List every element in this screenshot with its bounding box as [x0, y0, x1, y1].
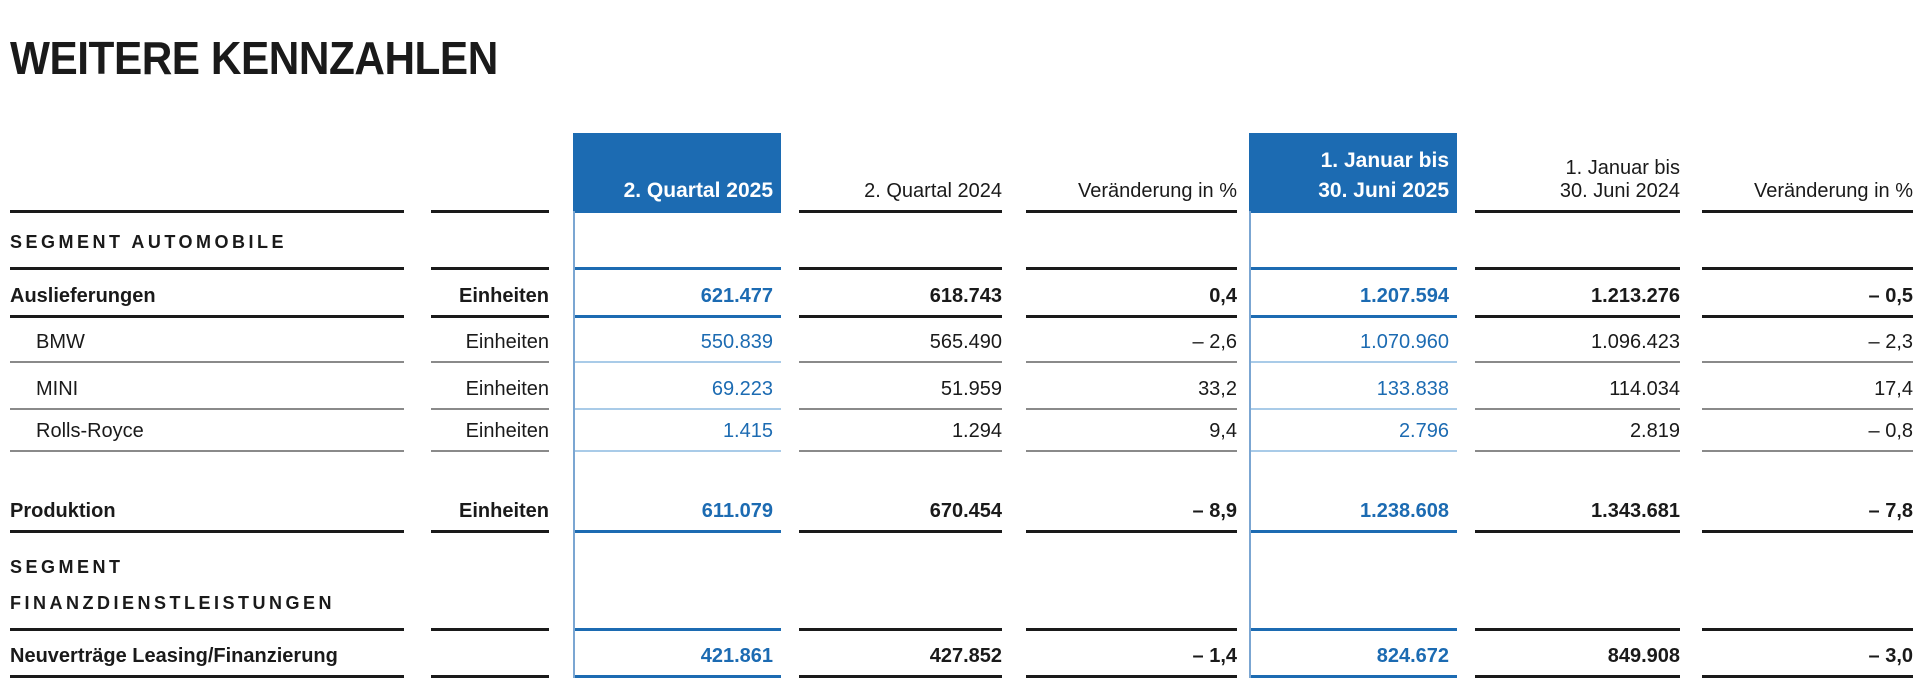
- table-row-produktion: Produktion Einheiten 611.079 670.454 – 8…: [10, 487, 1913, 533]
- kennzahlen-table: 2. Quartal 2025 2. Quartal 2024 Veränder…: [10, 133, 1913, 678]
- section-title-finanzdienstleistungen: SEGMENT FINANZDIENSTLEISTUNGEN: [10, 533, 404, 631]
- cell-q2-2025: 1.415: [573, 410, 781, 452]
- cell-q2-2025: 611.079: [573, 487, 781, 533]
- cell-h1-2024: 1.096.423: [1475, 318, 1680, 363]
- section-cell: [573, 213, 781, 270]
- cell-change-half: – 7,8: [1702, 487, 1913, 533]
- blue-column-edge-q2-2025: [573, 211, 575, 678]
- cell-q2-2024: 565.490: [799, 318, 1002, 363]
- section-title-automobile: SEGMENT AUTOMOBILE: [10, 213, 404, 270]
- header-change-quarter: Veränderung in %: [1026, 133, 1237, 213]
- cell-change-half: – 3,0: [1702, 631, 1913, 678]
- cell-change-quarter: – 8,9: [1026, 487, 1237, 533]
- section-row-finanzdienstleistungen: SEGMENT FINANZDIENSTLEISTUNGEN: [10, 533, 1913, 631]
- header-h1-2024-line1: 1. Januar bis: [1565, 157, 1680, 179]
- cell-change-half: – 0,8: [1702, 410, 1913, 452]
- table-row-mini: MINI Einheiten 69.223 51.959 33,2 133.83…: [10, 363, 1913, 410]
- cell-q2-2024: 670.454: [799, 487, 1002, 533]
- header-h1-2024: 1. Januar bis 30. Juni 2024: [1475, 133, 1680, 213]
- cell-change-half: 17,4: [1702, 363, 1913, 410]
- section-cell: [1475, 213, 1680, 270]
- cell-q2-2025: 69.223: [573, 363, 781, 410]
- table-row-neuvertraege: Neuverträge Leasing/Finanzierung 421.861…: [10, 631, 1913, 678]
- cell-h1-2025: 133.838: [1249, 363, 1457, 410]
- cell-q2-2024: 618.743: [799, 270, 1002, 318]
- cell-q2-2024: 427.852: [799, 631, 1002, 678]
- row-unit: Einheiten: [431, 487, 549, 533]
- section-cell: [1249, 213, 1457, 270]
- section-cell: [1702, 533, 1913, 631]
- cell-q2-2025: 421.861: [573, 631, 781, 678]
- section-cell: [1026, 533, 1237, 631]
- row-label: Produktion: [10, 487, 404, 533]
- row-label: Auslieferungen: [10, 270, 404, 318]
- section-cell: [799, 213, 1002, 270]
- table-row-auslieferungen: Auslieferungen Einheiten 621.477 618.743…: [10, 270, 1913, 318]
- blue-column-edge-h1-2025: [1249, 211, 1251, 678]
- section-row-automobile: SEGMENT AUTOMOBILE: [10, 213, 1913, 270]
- table-header-row: 2. Quartal 2025 2. Quartal 2024 Veränder…: [10, 133, 1913, 213]
- section-cell: [431, 213, 549, 270]
- spacer-row: [10, 452, 1913, 487]
- cell-h1-2024: 1.343.681: [1475, 487, 1680, 533]
- section-cell: [431, 533, 549, 631]
- header-q2-2024: 2. Quartal 2024: [799, 133, 1002, 213]
- header-q2-2025: 2. Quartal 2025: [573, 133, 781, 213]
- cell-change-half: – 0,5: [1702, 270, 1913, 318]
- row-unit: Einheiten: [431, 270, 549, 318]
- header-unit-spacer: [431, 133, 549, 213]
- row-unit: [431, 631, 549, 678]
- cell-q2-2025: 550.839: [573, 318, 781, 363]
- section-cell: [799, 533, 1002, 631]
- cell-h1-2024: 849.908: [1475, 631, 1680, 678]
- cell-h1-2025: 2.796: [1249, 410, 1457, 452]
- cell-change-quarter: 9,4: [1026, 410, 1237, 452]
- row-label: MINI: [10, 363, 404, 410]
- row-label: Neuverträge Leasing/Finanzierung: [10, 631, 404, 678]
- cell-change-quarter: – 2,6: [1026, 318, 1237, 363]
- header-change-half: Veränderung in %: [1702, 133, 1913, 213]
- cell-change-half: – 2,3: [1702, 318, 1913, 363]
- cell-change-quarter: – 1,4: [1026, 631, 1237, 678]
- page-title: WEITERE KENNZAHLEN: [10, 31, 498, 84]
- section-cell: [1475, 533, 1680, 631]
- section-cell: [1026, 213, 1237, 270]
- header-q2-2025-label: 2. Quartal 2025: [623, 178, 773, 202]
- cell-h1-2024: 2.819: [1475, 410, 1680, 452]
- header-h1-2025-line2: 30. Juni 2025: [1318, 178, 1449, 202]
- cell-h1-2025: 824.672: [1249, 631, 1457, 678]
- row-unit: Einheiten: [431, 410, 549, 452]
- section-cell: [1702, 213, 1913, 270]
- section-cell: [573, 533, 781, 631]
- cell-h1-2025: 1.207.594: [1249, 270, 1457, 318]
- cell-q2-2024: 1.294: [799, 410, 1002, 452]
- table-row-bmw: BMW Einheiten 550.839 565.490 – 2,6 1.07…: [10, 318, 1913, 363]
- cell-change-quarter: 33,2: [1026, 363, 1237, 410]
- row-label: BMW: [10, 318, 404, 363]
- cell-q2-2024: 51.959: [799, 363, 1002, 410]
- header-h1-2025: 1. Januar bis 30. Juni 2025: [1249, 133, 1457, 213]
- cell-change-quarter: 0,4: [1026, 270, 1237, 318]
- cell-h1-2025: 1.238.608: [1249, 487, 1457, 533]
- cell-h1-2024: 1.213.276: [1475, 270, 1680, 318]
- section-title-line1: SEGMENT: [10, 557, 124, 577]
- header-label-spacer: [10, 133, 404, 213]
- cell-h1-2025: 1.070.960: [1249, 318, 1457, 363]
- row-unit: Einheiten: [431, 363, 549, 410]
- table-row-rolls-royce: Rolls-Royce Einheiten 1.415 1.294 9,4 2.…: [10, 410, 1913, 452]
- header-h1-2024-line2: 30. Juni 2024: [1559, 180, 1680, 202]
- row-label: Rolls-Royce: [10, 410, 404, 452]
- cell-q2-2025: 621.477: [573, 270, 781, 318]
- section-title-line2: FINANZDIENSTLEISTUNGEN: [10, 593, 336, 613]
- section-cell: [1249, 533, 1457, 631]
- row-unit: Einheiten: [431, 318, 549, 363]
- header-h1-2025-line1: 1. Januar bis: [1320, 149, 1449, 173]
- cell-h1-2024: 114.034: [1475, 363, 1680, 410]
